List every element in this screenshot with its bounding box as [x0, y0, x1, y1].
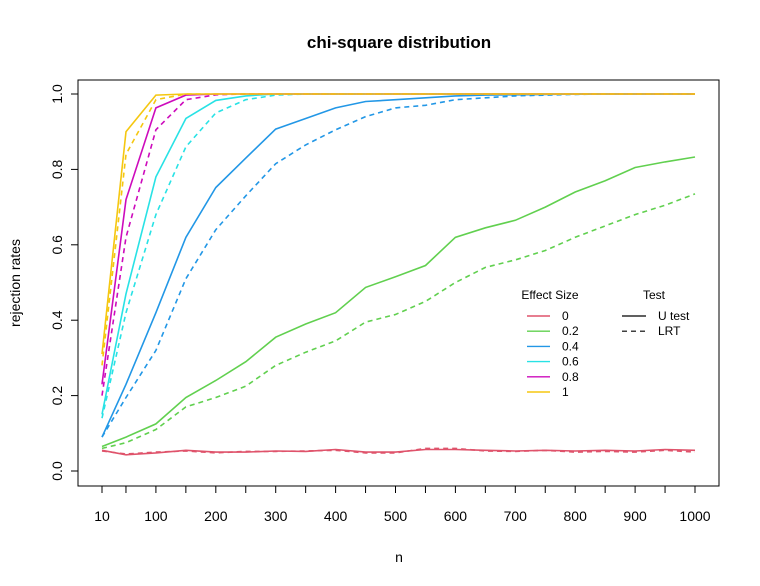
series-line-effect-0-8-lrt: [101, 93, 695, 396]
y-axis: 0.0 0.2 0.4 0.6 0.8 1.0: [49, 84, 78, 481]
series-line-effect-0-lrt: [101, 447, 696, 455]
plot-frame: [77, 79, 720, 487]
x-tick-label: 500: [384, 508, 408, 524]
series-line-effect-0-2-u-test: [101, 156, 696, 448]
series-line-effect-1-lrt: [101, 93, 695, 366]
series-line-effect-0-2-lrt: [101, 193, 696, 450]
series-line-effect-0-6-lrt: [101, 93, 695, 419]
x-tick-label: 600: [444, 508, 468, 524]
x-tick-label: 900: [623, 508, 647, 524]
x-tick-label: 10: [94, 508, 110, 524]
x-tick-label: 400: [324, 508, 348, 524]
series-line-effect-1-u-test: [101, 93, 695, 355]
legend-test-label: U test: [658, 309, 690, 323]
legend-effect-size: Effect Size 00.20.4 0.60.81: [521, 288, 579, 399]
x-tick-label: 800: [564, 508, 588, 524]
legend-effect-label: 0.8: [562, 370, 579, 384]
legend-effect-title: Effect Size: [521, 288, 578, 302]
x-axis-title: n: [395, 549, 403, 565]
series-line-effect-0-8-u-test: [101, 93, 695, 385]
chart-title: chi-square distribution: [307, 33, 491, 52]
series-line-effect-0-4-u-test: [101, 93, 695, 438]
legend-test-label: LRT: [658, 324, 681, 338]
legend-effect-label: 0.6: [562, 355, 579, 369]
y-tick-label: 0.0: [49, 461, 65, 481]
x-tick-label: 700: [504, 508, 528, 524]
x-tick-label: 300: [264, 508, 288, 524]
y-tick-label: 0.4: [49, 310, 65, 330]
legend-effect-label: 0.2: [562, 324, 579, 338]
y-tick-label: 0.2: [49, 386, 65, 406]
legend-test-title: Test: [643, 288, 666, 302]
x-tick-label: 100: [144, 508, 168, 524]
y-axis-title: rejection rates: [7, 239, 23, 327]
y-tick-label: 0.6: [49, 235, 65, 255]
series-layer: [101, 93, 696, 456]
y-tick-label: 1.0: [49, 84, 65, 104]
x-tick-label: 200: [204, 508, 228, 524]
x-tick-label: 1000: [679, 508, 710, 524]
x-axis: 10 100 200 300 400 500 600 700 800 900 1000: [94, 486, 711, 524]
series-line-effect-0-4-lrt: [101, 93, 695, 438]
legend-effect-label: 0.4: [562, 339, 579, 353]
legend-effect-label: 1: [562, 385, 569, 399]
y-tick-label: 0.8: [49, 159, 65, 179]
legend-effect-label: 0: [562, 309, 569, 323]
